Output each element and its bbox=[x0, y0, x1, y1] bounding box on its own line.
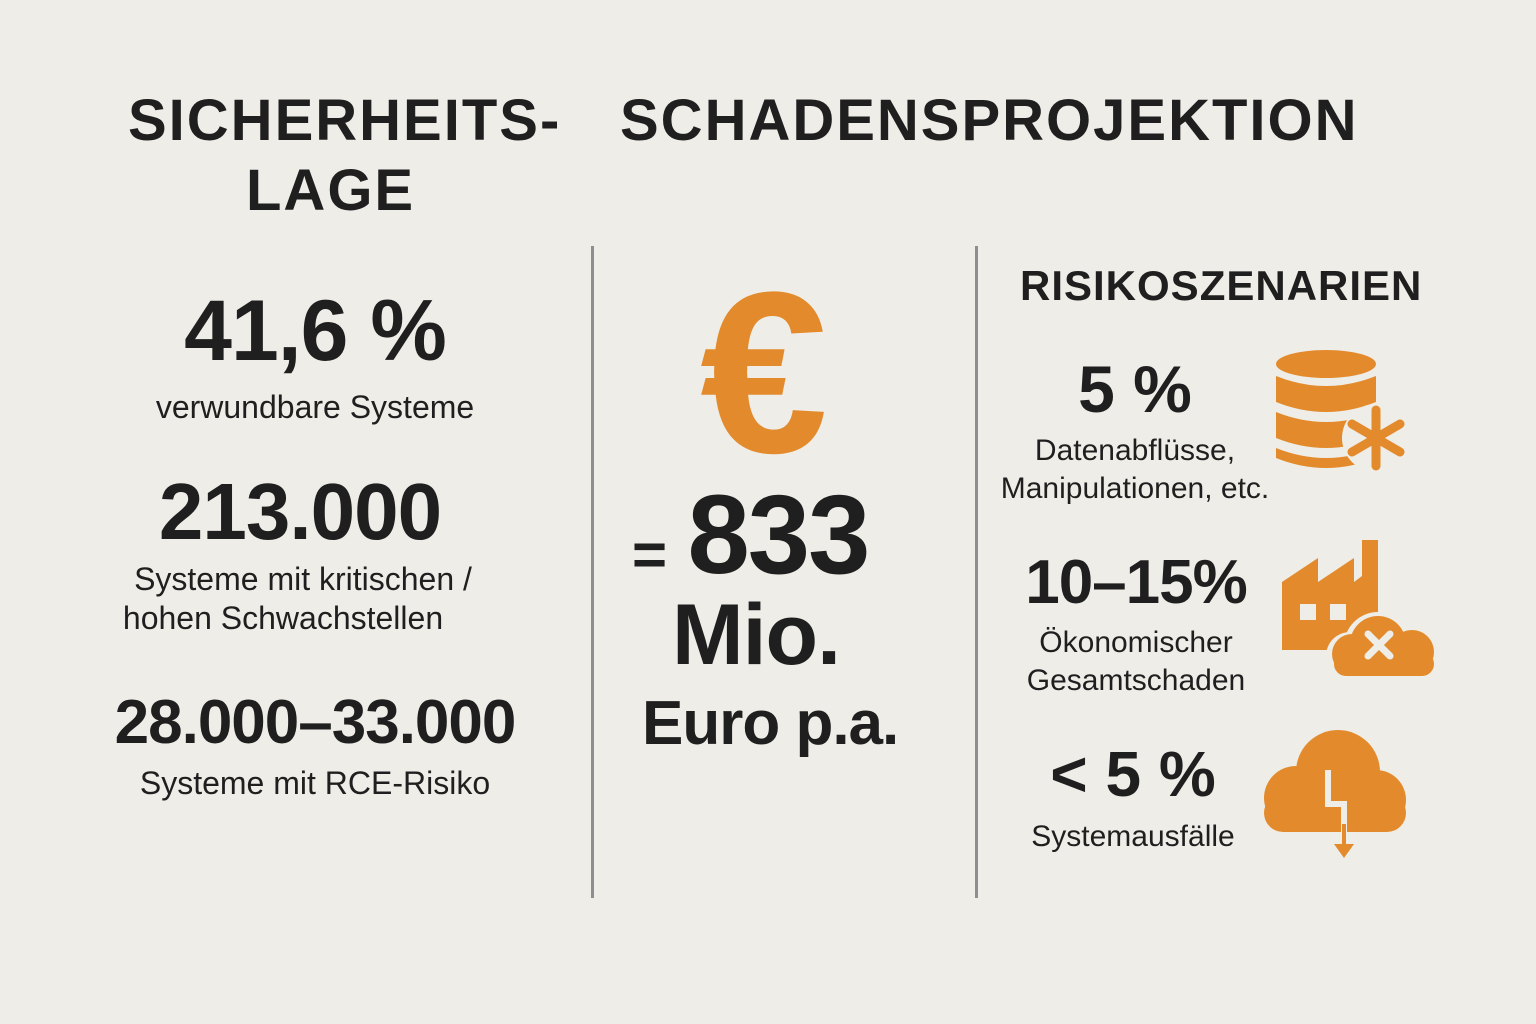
scenario-economic-damage: 10–15% Ökonomischer Gesamtschaden bbox=[1005, 552, 1267, 700]
scenario-label-line2: Gesamtschaden bbox=[1026, 664, 1246, 698]
stat-vulnerable-systems: 41,6 % verwundbare Systeme bbox=[40, 288, 590, 429]
title-schadensprojektion: SCHADENSPROJEKTION bbox=[620, 88, 1359, 153]
stat-label: verwundbare Systeme bbox=[155, 389, 475, 425]
scenario-value: < 5 % bbox=[1050, 738, 1216, 810]
stat-label-line1: Systeme mit kritischen / bbox=[134, 561, 472, 597]
title-sicherheitslage-line2: LAGE bbox=[246, 158, 416, 223]
stat-value: 213.000 bbox=[158, 467, 442, 556]
factory-cloud-x-icon bbox=[1278, 536, 1443, 678]
projection-suffix: Euro p.a. bbox=[642, 689, 899, 758]
scenario-label-line1: Datenabflüsse, bbox=[1034, 434, 1236, 467]
projection-equals: = bbox=[632, 521, 668, 589]
scenario-label-line2: Manipulationen, etc. bbox=[1000, 472, 1270, 506]
stat-label: Systeme mit RCE-Risiko bbox=[139, 765, 491, 801]
cloud-lightning-icon bbox=[1256, 724, 1412, 864]
divider-left bbox=[591, 246, 594, 898]
stat-label-line2: hohen Schwachstellen bbox=[122, 600, 444, 637]
projection-value: 833 bbox=[687, 472, 871, 597]
scenario-label-line1: Ökonomischer bbox=[1039, 626, 1233, 659]
title-sicherheitslage-line1: SICHERHEITS- bbox=[128, 88, 562, 153]
stat-critical-systems: 213.000 Systeme mit kritischen / hohen S… bbox=[40, 472, 590, 640]
scenario-value: 5 % bbox=[1078, 352, 1192, 426]
euro-icon: € bbox=[700, 244, 828, 501]
scenario-label-line1: Systemausfälle bbox=[1031, 820, 1235, 853]
projection-unit: Mio. bbox=[672, 587, 841, 683]
projection-value-row: = 833 bbox=[632, 470, 932, 603]
database-asterisk-icon bbox=[1268, 346, 1418, 476]
stat-value: 41,6 % bbox=[184, 283, 447, 379]
title-risikoszenarien: RISIKOSZENARIEN bbox=[1020, 262, 1423, 309]
divider-right bbox=[975, 246, 978, 898]
stat-value: 28.000–33.000 bbox=[114, 688, 517, 757]
stat-rce-systems: 28.000–33.000 Systeme mit RCE-Risiko bbox=[40, 692, 590, 805]
scenario-value: 10–15% bbox=[1025, 548, 1248, 617]
scenario-system-failures: < 5 % Systemausfälle bbox=[1010, 742, 1256, 856]
scenario-data-leak: 5 % Datenabflüsse, Manipulationen, etc. bbox=[1000, 356, 1270, 508]
